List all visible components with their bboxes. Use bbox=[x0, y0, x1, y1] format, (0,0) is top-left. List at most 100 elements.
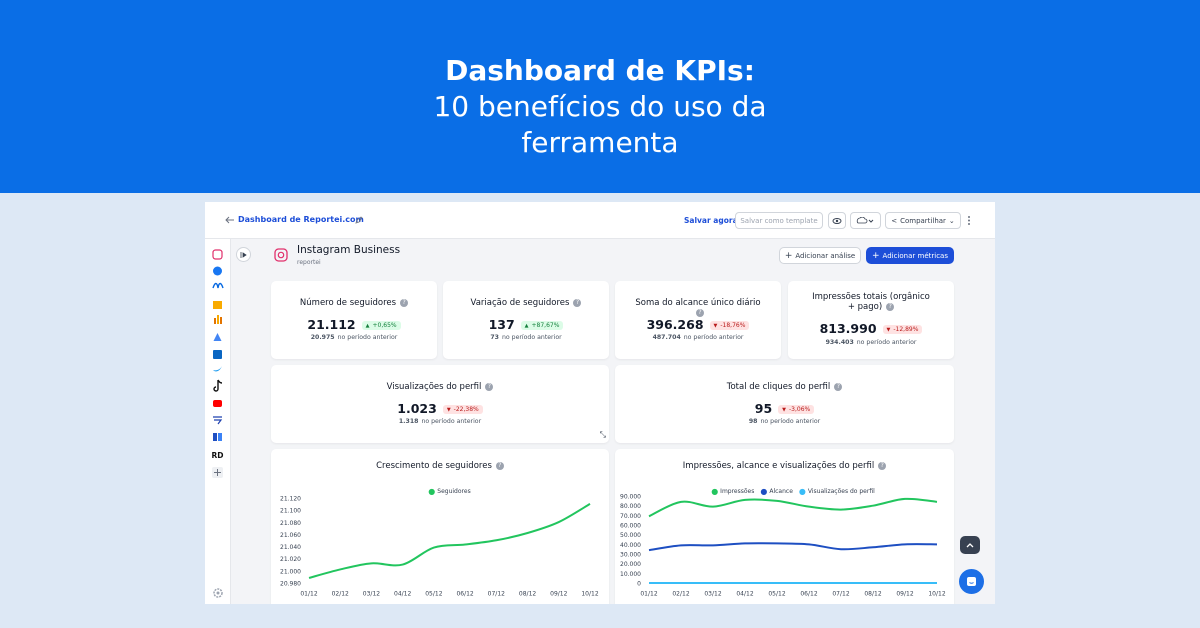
legend-label: Seguidores bbox=[437, 488, 470, 495]
x-tick-label: 07/12 bbox=[832, 591, 849, 598]
kpi-title-text: Variação de seguidores bbox=[470, 298, 570, 308]
help-icon: ? bbox=[485, 382, 494, 391]
chart: 0 10.000 20.000 30.000 40.000 50.000 60.000 70.… bbox=[620, 487, 946, 598]
view-button[interactable] bbox=[828, 212, 846, 229]
help-icon: ? bbox=[834, 382, 843, 391]
change-text: -3,06% bbox=[789, 406, 811, 413]
kpi-previous: 20.975 no período anterior bbox=[271, 334, 437, 341]
chat-button[interactable] bbox=[959, 569, 984, 594]
back-icon[interactable] bbox=[225, 216, 235, 224]
previous-label: no período anterior bbox=[760, 418, 821, 425]
y-tick-label: 20.980 bbox=[280, 581, 301, 588]
share-button[interactable]: < Compartilhar ⌄ bbox=[885, 212, 961, 229]
x-tick-label: 03/12 bbox=[704, 591, 721, 598]
change-arrow: ▼ bbox=[446, 407, 451, 413]
dashboard-name[interactable]: Dashboard de Reportei.com bbox=[238, 215, 364, 224]
kpi-value: 21.112 ▲ +0,65% bbox=[271, 317, 437, 332]
x-tick-label: 10/12 bbox=[581, 591, 598, 598]
legend-marker: ● bbox=[799, 487, 806, 496]
data-line bbox=[648, 542, 938, 552]
kpi-value-text: 1.023 bbox=[397, 401, 437, 416]
y-tick-label: 21.000 bbox=[280, 568, 301, 575]
kpi-card: Variação de seguidores? 137 ▲ +87,67% 73 no p… bbox=[443, 281, 609, 359]
scroll-top-button[interactable] bbox=[960, 536, 980, 554]
section-title: Instagram Business bbox=[297, 244, 401, 256]
save-button[interactable]: Salvar agora bbox=[684, 216, 738, 225]
kpi-previous: 934.403 no período anterior bbox=[788, 339, 954, 346]
add-metrics-label: Adicionar métricas bbox=[882, 251, 948, 260]
account-name: reportei bbox=[297, 259, 321, 266]
kpi-title-text: Número de seguidores bbox=[299, 298, 397, 308]
add-analysis-label: Adicionar análise bbox=[795, 251, 856, 260]
change-arrow: ▼ bbox=[782, 407, 787, 413]
data-line bbox=[308, 502, 591, 579]
kpi-card: Impressões totais (orgânico + pago)? 813.… bbox=[788, 281, 954, 359]
x-tick-label: 04/12 bbox=[394, 591, 411, 598]
legend-marker: ● bbox=[711, 487, 718, 496]
kpi-value-text: 95 bbox=[754, 401, 773, 416]
kpi-value-text: 21.112 bbox=[307, 317, 356, 332]
x-tick-label: 09/12 bbox=[550, 591, 567, 598]
banner-subtitle: ferramenta bbox=[521, 126, 679, 159]
y-tick-label: 21.100 bbox=[280, 508, 301, 515]
kpi-title-text: Visualizações do perfil bbox=[386, 382, 482, 392]
template-button[interactable]: Salvar como template bbox=[735, 212, 823, 229]
sidebar-toggle[interactable] bbox=[236, 247, 251, 262]
previous-label: no período anterior bbox=[683, 334, 744, 341]
kpi-value: 813.990 ▼ -12,89% bbox=[788, 321, 954, 336]
kpi-title: Variação de seguidores? bbox=[443, 298, 609, 308]
add-metrics-button[interactable]: + Adicionar métricas bbox=[866, 247, 954, 264]
export-button[interactable] bbox=[850, 212, 881, 229]
x-tick-label: 09/12 bbox=[896, 591, 913, 598]
kpi-title: Visualizações do perfil? bbox=[271, 382, 609, 392]
network-icons[interactable]: RD bbox=[211, 249, 225, 479]
x-tick-label: 08/12 bbox=[519, 591, 536, 598]
legend-marker: ● bbox=[760, 487, 767, 496]
legend-label: Visualizações do perfil bbox=[808, 488, 875, 495]
kpi-value-text: 813.990 bbox=[819, 321, 877, 336]
help-icon: ? bbox=[878, 461, 887, 470]
add-analysis-button[interactable]: + Adicionar análise bbox=[779, 247, 861, 264]
data-line bbox=[648, 497, 938, 518]
edit-icon[interactable] bbox=[355, 216, 363, 224]
settings-icon[interactable] bbox=[212, 587, 224, 599]
banner: Dashboard de KPIs: 10 benefícios do uso … bbox=[0, 0, 1200, 193]
x-tick-label: 10/12 bbox=[928, 591, 945, 598]
legend-marker: ● bbox=[428, 487, 435, 496]
help-icon: ? bbox=[400, 298, 409, 307]
menu-icon[interactable] bbox=[967, 215, 971, 227]
kpi-value: 95 ▼ -3,06% bbox=[615, 401, 954, 416]
chart: 20.980 21.000 21.020 21.040 21.060 21.080 21.1… bbox=[280, 487, 599, 598]
x-tick-label: 08/12 bbox=[864, 591, 881, 598]
kpi-change: ▲ +0,65% bbox=[361, 321, 401, 330]
change-text: -18,76% bbox=[720, 322, 746, 329]
change-arrow: ▲ bbox=[524, 323, 529, 329]
x-tick-label: 03/12 bbox=[363, 591, 380, 598]
previous-value: 487.704 bbox=[652, 334, 681, 341]
kpi-card: Soma do alcance único diário? 396.268 ▼ -18… bbox=[615, 281, 781, 359]
help-icon: ? bbox=[696, 308, 704, 317]
change-text: -22,38% bbox=[453, 406, 479, 413]
y-tick-label: 0 bbox=[637, 581, 641, 588]
kpi-value-text: 396.268 bbox=[646, 317, 704, 332]
expand-icon[interactable]: ⤡ bbox=[599, 430, 606, 439]
banner-title: Dashboard de KPIs: bbox=[445, 54, 755, 87]
change-text: +87,67% bbox=[531, 322, 560, 329]
kpi-change: ▼ -12,89% bbox=[882, 325, 923, 334]
y-tick-label: 60.000 bbox=[620, 523, 641, 530]
kpi-title: Soma do alcance único diário? bbox=[615, 298, 781, 318]
y-tick-label: 50.000 bbox=[620, 532, 641, 539]
dashboard-screenshot: Dashboard de Reportei.com Salvar agora S… bbox=[205, 202, 995, 604]
legend: ● Impressões ● Alcance ● Visualizações do per… bbox=[711, 487, 875, 496]
kpi-change: ▼ -3,06% bbox=[778, 405, 815, 414]
kpi-previous: 1.318 no período anterior bbox=[271, 418, 609, 425]
kpi-title-text: Total de cliques do perfil bbox=[726, 382, 831, 392]
help-icon: ? bbox=[886, 302, 895, 311]
kpi-change: ▲ +87,67% bbox=[520, 321, 564, 330]
x-tick-label: 07/12 bbox=[488, 591, 505, 598]
x-tick-label: 05/12 bbox=[768, 591, 785, 598]
chart-title: Crescimento de seguidores? bbox=[271, 461, 609, 471]
x-tick-label: 05/12 bbox=[425, 591, 442, 598]
kpi-previous: 73 no período anterior bbox=[443, 334, 609, 341]
